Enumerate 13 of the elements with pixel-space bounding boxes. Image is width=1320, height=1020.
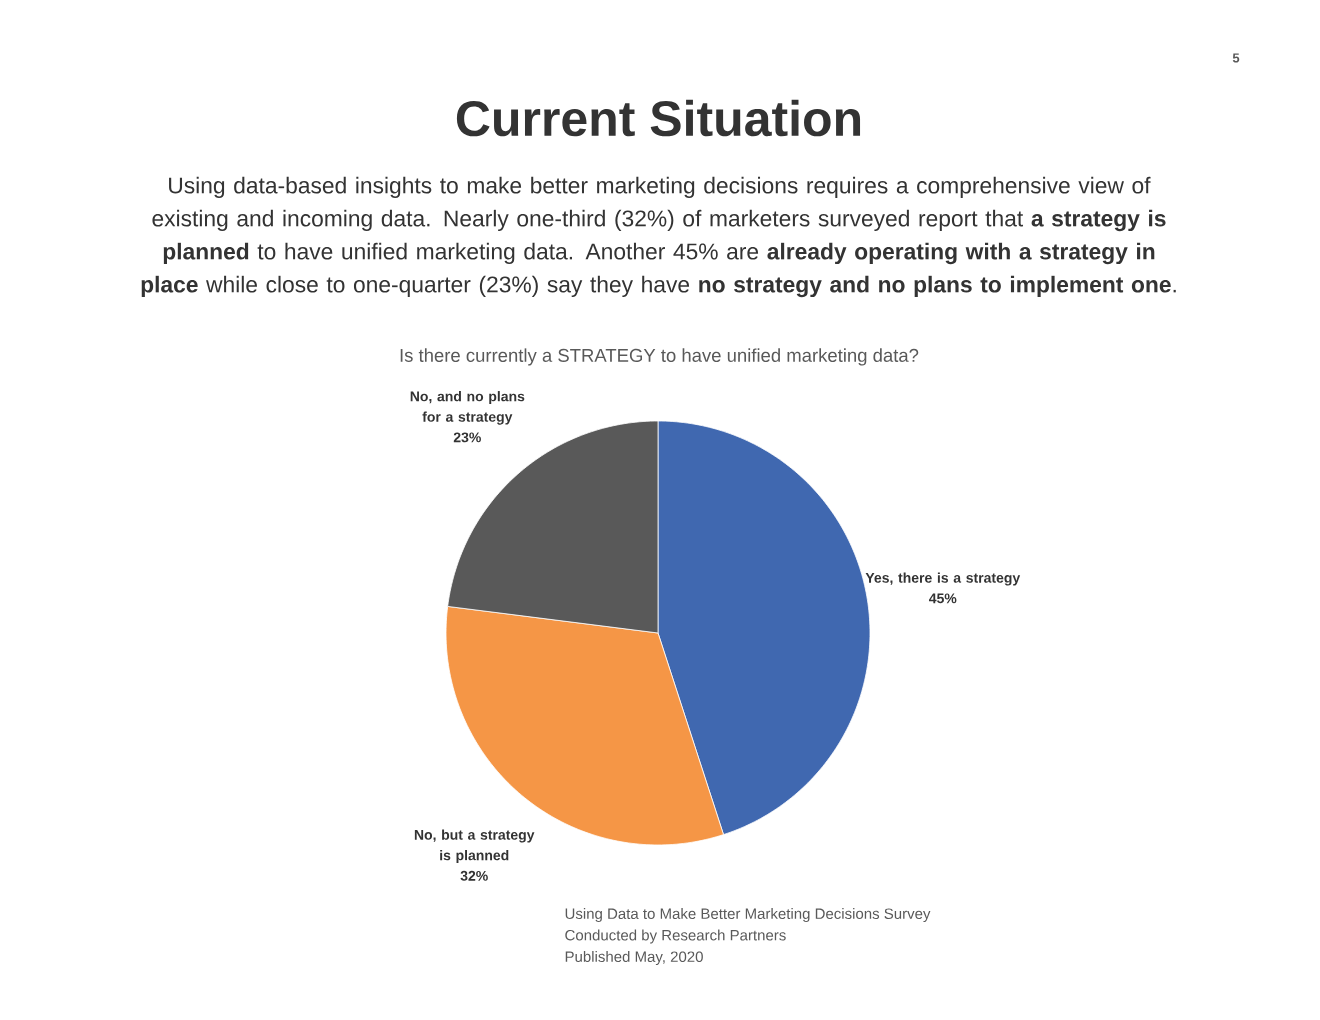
slice-label: Yes, there is a strategy (865, 572, 1021, 586)
data-label: 23% (453, 432, 481, 443)
chart-title: Current Situation (456, 99, 861, 137)
data-label: 32% (460, 870, 488, 881)
text: Using Data to Make Better Marketing Decisions Survey (565, 907, 931, 922)
data-label: 45% (928, 593, 957, 604)
text: 5 (1232, 53, 1240, 63)
slice-label: No, but a strategy is planned (414, 829, 535, 864)
text: Conducted by Research Partners (565, 929, 786, 944)
text: Using data-based insights to make better marketing decisions requires a comprehensive view of existing and incoming data. Nearly one-third (32%) of marketers surveyed report that a strategy is planned to have unified marketing data. Another 45% are already operating with a strategy in place while close to one-quarter (23%) say they have no strategy and no plans to implement one. (141, 176, 1176, 298)
slice-label: No, and no plans for a strategy (410, 391, 525, 425)
text: Is there currently a STRATEGY to have unified marketing data? (400, 348, 919, 366)
text: Published May, 2020 (565, 950, 703, 965)
